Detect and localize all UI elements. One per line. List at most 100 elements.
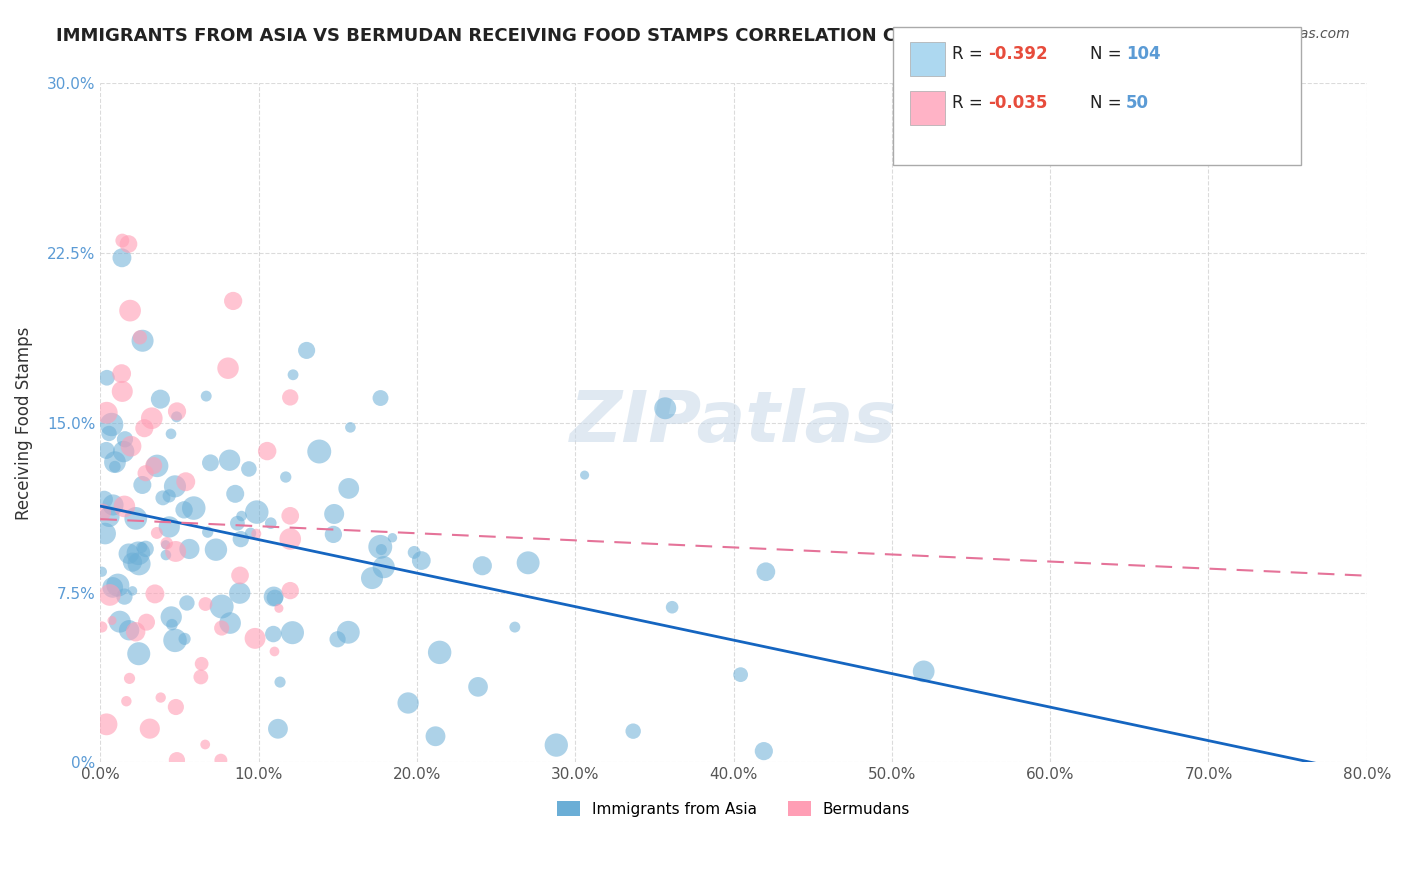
Point bbox=[256, 444, 278, 458]
Point bbox=[155, 538, 177, 552]
Text: 104: 104 bbox=[1126, 45, 1161, 62]
Point bbox=[131, 478, 153, 492]
Point bbox=[117, 237, 139, 252]
Point bbox=[156, 536, 179, 550]
Point bbox=[263, 590, 285, 604]
Point bbox=[163, 633, 186, 648]
Point bbox=[263, 591, 285, 605]
Point bbox=[381, 531, 404, 545]
Point bbox=[96, 717, 118, 731]
Point bbox=[112, 500, 135, 514]
Point bbox=[173, 503, 195, 517]
Y-axis label: Receiving Food Stamps: Receiving Food Stamps bbox=[15, 326, 32, 520]
Point bbox=[404, 545, 426, 559]
Point bbox=[142, 458, 165, 473]
Point bbox=[219, 615, 242, 630]
Point bbox=[129, 330, 152, 344]
Point bbox=[128, 647, 150, 661]
Point bbox=[111, 367, 134, 381]
Point bbox=[128, 557, 150, 571]
Point bbox=[503, 620, 526, 634]
Point bbox=[160, 610, 183, 624]
Text: R =: R = bbox=[952, 45, 988, 62]
Point bbox=[661, 600, 683, 615]
Point bbox=[260, 516, 283, 531]
Point bbox=[90, 565, 112, 579]
Point bbox=[163, 479, 186, 493]
Text: Source: ZipAtlas.com: Source: ZipAtlas.com bbox=[1202, 27, 1350, 41]
Point bbox=[429, 645, 451, 659]
Point bbox=[730, 667, 752, 681]
Point bbox=[370, 542, 392, 557]
Point bbox=[278, 391, 301, 405]
Point bbox=[98, 588, 121, 602]
Point bbox=[104, 459, 127, 474]
Point bbox=[166, 753, 188, 767]
Point bbox=[200, 456, 222, 470]
Point bbox=[238, 462, 260, 476]
Point bbox=[176, 596, 198, 610]
Point bbox=[90, 620, 112, 634]
Point bbox=[467, 680, 489, 694]
Point bbox=[267, 601, 290, 615]
Point bbox=[211, 621, 233, 635]
Point bbox=[224, 487, 246, 501]
Point bbox=[101, 581, 124, 595]
Point bbox=[194, 597, 217, 611]
Point bbox=[274, 470, 297, 484]
Point bbox=[239, 526, 262, 541]
Point bbox=[281, 368, 304, 382]
Point bbox=[337, 482, 360, 496]
Point bbox=[107, 578, 129, 592]
Point bbox=[101, 614, 124, 628]
Point bbox=[267, 722, 290, 736]
Point bbox=[121, 583, 143, 598]
Point bbox=[91, 505, 114, 519]
Text: -0.392: -0.392 bbox=[988, 45, 1047, 62]
Point bbox=[127, 546, 149, 560]
Point bbox=[100, 417, 122, 432]
Point bbox=[146, 458, 169, 473]
Point bbox=[111, 234, 134, 248]
Point bbox=[135, 615, 157, 629]
Point bbox=[912, 665, 935, 679]
Point bbox=[98, 509, 121, 524]
Point bbox=[425, 729, 447, 743]
Point bbox=[243, 632, 266, 646]
Point bbox=[120, 439, 142, 453]
Point bbox=[173, 632, 195, 646]
Point bbox=[574, 468, 596, 483]
Point bbox=[546, 738, 568, 752]
Point bbox=[93, 492, 115, 507]
Point bbox=[112, 444, 135, 458]
Point bbox=[118, 547, 141, 561]
Point bbox=[101, 498, 124, 512]
Text: 50: 50 bbox=[1126, 94, 1149, 112]
Point bbox=[98, 426, 121, 441]
Point bbox=[131, 334, 153, 348]
Point bbox=[322, 527, 344, 541]
Point bbox=[228, 586, 250, 600]
Point bbox=[211, 599, 233, 614]
Point bbox=[155, 548, 177, 562]
Point bbox=[108, 615, 131, 629]
Point bbox=[246, 505, 269, 519]
Point bbox=[471, 558, 494, 573]
Point bbox=[370, 391, 392, 405]
Point bbox=[96, 370, 118, 384]
Point bbox=[152, 491, 174, 505]
Point bbox=[218, 453, 240, 467]
Point bbox=[229, 568, 252, 582]
Point bbox=[217, 361, 239, 376]
Point bbox=[160, 617, 183, 632]
Point bbox=[226, 516, 249, 531]
Point bbox=[195, 389, 218, 403]
Point bbox=[411, 553, 433, 567]
Legend: Immigrants from Asia, Bermudans: Immigrants from Asia, Bermudans bbox=[551, 795, 917, 822]
Point bbox=[337, 625, 360, 640]
Point bbox=[190, 670, 212, 684]
Point bbox=[278, 583, 301, 598]
Point bbox=[124, 624, 146, 639]
Point bbox=[281, 625, 304, 640]
Point bbox=[183, 501, 205, 516]
